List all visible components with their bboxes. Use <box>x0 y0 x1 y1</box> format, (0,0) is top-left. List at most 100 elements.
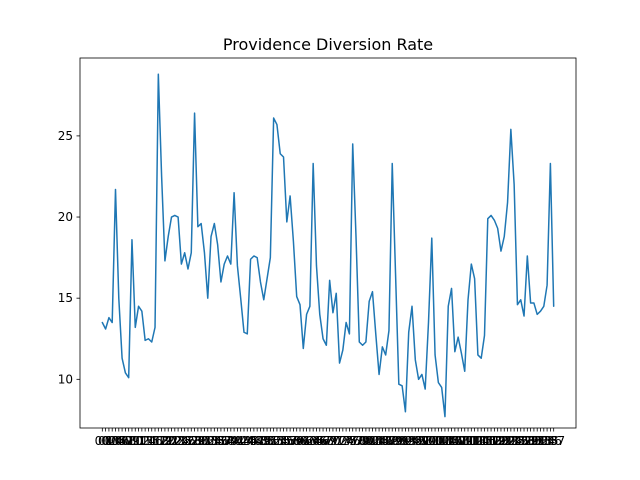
series-line <box>101 73 555 418</box>
x-tick-label: 14 <box>141 434 156 448</box>
x-tick-label: 22 <box>167 434 182 448</box>
x-tick-label: 96 <box>411 434 426 448</box>
x-tick-label: 90 <box>391 434 406 448</box>
x-tick-label: 68 <box>319 434 334 448</box>
x-tick-label: 65 <box>309 434 324 448</box>
x-tick-label: 52 <box>266 434 281 448</box>
x-tick-label: 105 <box>437 434 460 448</box>
x-tick-label: 47 <box>250 434 265 448</box>
y-tick-label: 20 <box>58 210 73 224</box>
y-axis-ticks: 10 15 20 25 <box>58 129 80 386</box>
x-tick-label: 103 <box>430 434 453 448</box>
x-tick-label: 69 <box>322 434 337 448</box>
x-tick-label: 58 <box>286 434 301 448</box>
x-tick-label: 36 <box>213 434 228 448</box>
x-tick-label: 43 <box>236 434 251 448</box>
x-tick-label: 78 <box>352 434 367 448</box>
x-tick-label: 41 <box>230 434 245 448</box>
x-tick-label: 13 <box>138 434 153 448</box>
x-tick-label: 111 <box>457 434 480 448</box>
x-tick-label: 106 <box>440 434 463 448</box>
x-tick-label: 127 <box>509 434 532 448</box>
x-tick-label: 46 <box>246 434 261 448</box>
x-tick-label: 100 <box>420 434 443 448</box>
x-tick-label: 42 <box>233 434 248 448</box>
x-tick-label: 62 <box>299 434 314 448</box>
x-tick-label: 01 <box>98 434 113 448</box>
x-tick-label: 74 <box>338 434 353 448</box>
x-tick-label: 19 <box>157 434 172 448</box>
x-tick-label: 124 <box>499 434 522 448</box>
x-tick-label: 114 <box>466 434 489 448</box>
x-tick-label: 76 <box>345 434 360 448</box>
x-tick-label: 82 <box>365 434 380 448</box>
x-tick-label: 49 <box>256 434 271 448</box>
x-tick-label: 35 <box>210 434 225 448</box>
x-tick-label: 128 <box>513 434 536 448</box>
x-tick-label: 11 <box>131 434 146 448</box>
x-tick-label: 73 <box>335 434 350 448</box>
x-tick-label: 25 <box>177 434 192 448</box>
x-tick-label: 125 <box>503 434 526 448</box>
x-tick-label: 23 <box>170 434 185 448</box>
x-tick-label: 134 <box>532 434 555 448</box>
x-tick-label: 123 <box>496 434 519 448</box>
x-tick-label: 87 <box>381 434 396 448</box>
x-tick-label: 40 <box>226 434 241 448</box>
x-tick-label: 50 <box>259 434 274 448</box>
x-tick-label: 98 <box>418 434 433 448</box>
x-tick-label: 17 <box>151 434 166 448</box>
x-tick-label: 115 <box>470 434 493 448</box>
x-tick-label: 63 <box>302 434 317 448</box>
x-tick-label: 97 <box>414 434 429 448</box>
x-tick-label: 79 <box>355 434 370 448</box>
x-tick-label: 109 <box>450 434 473 448</box>
x-tick-label: 119 <box>483 434 506 448</box>
x-tick-label: 38 <box>220 434 235 448</box>
x-tick-label: 84 <box>371 434 386 448</box>
x-tick-label: 32 <box>200 434 215 448</box>
x-tick-label: 136 <box>539 434 562 448</box>
x-tick-label: 48 <box>253 434 268 448</box>
x-tick-label: 81 <box>362 434 377 448</box>
x-tick-label: 56 <box>279 434 294 448</box>
plot-frame <box>79 57 577 429</box>
x-tick-label: 02 <box>101 434 116 448</box>
x-tick-label: 83 <box>368 434 383 448</box>
x-tick-label: 126 <box>506 434 529 448</box>
x-tick-label: 70 <box>325 434 340 448</box>
x-tick-label: 10 <box>128 434 143 448</box>
x-tick-label: 95 <box>408 434 423 448</box>
x-tick-label: 80 <box>358 434 373 448</box>
x-tick-label: 09 <box>124 434 139 448</box>
x-tick-label: 93 <box>401 434 416 448</box>
x-tick-label: 07 <box>118 434 133 448</box>
x-tick-label: 112 <box>460 434 483 448</box>
x-tick-label: 37 <box>217 434 232 448</box>
x-tick-label: 71 <box>329 434 344 448</box>
x-tick-label: 132 <box>526 434 549 448</box>
x-tick-label: 15 <box>144 434 159 448</box>
x-tick-label: 137 <box>542 434 565 448</box>
x-tick-label: 72 <box>332 434 347 448</box>
x-tick-label: 102 <box>427 434 450 448</box>
x-tick-label: 39 <box>223 434 238 448</box>
x-tick-label: 31 <box>197 434 212 448</box>
x-tick-label: 130 <box>519 434 542 448</box>
x-tick-label: 99 <box>421 434 436 448</box>
x-tick-label: 122 <box>493 434 516 448</box>
x-tick-label: 86 <box>378 434 393 448</box>
x-tick-label: 107 <box>443 434 466 448</box>
x-tick-label: 131 <box>522 434 545 448</box>
x-tick-label: 16 <box>147 434 162 448</box>
x-tick-label: 108 <box>447 434 470 448</box>
x-tick-label: 26 <box>180 434 195 448</box>
x-tick-label: 57 <box>282 434 297 448</box>
x-tick-label: 66 <box>312 434 327 448</box>
x-tick-label: 101 <box>424 434 447 448</box>
x-tick-label: 04 <box>108 434 123 448</box>
x-tick-label: 94 <box>404 434 419 448</box>
x-tick-label: 110 <box>453 434 476 448</box>
x-tick-label: 29 <box>190 434 205 448</box>
x-tick-label: 120 <box>486 434 509 448</box>
